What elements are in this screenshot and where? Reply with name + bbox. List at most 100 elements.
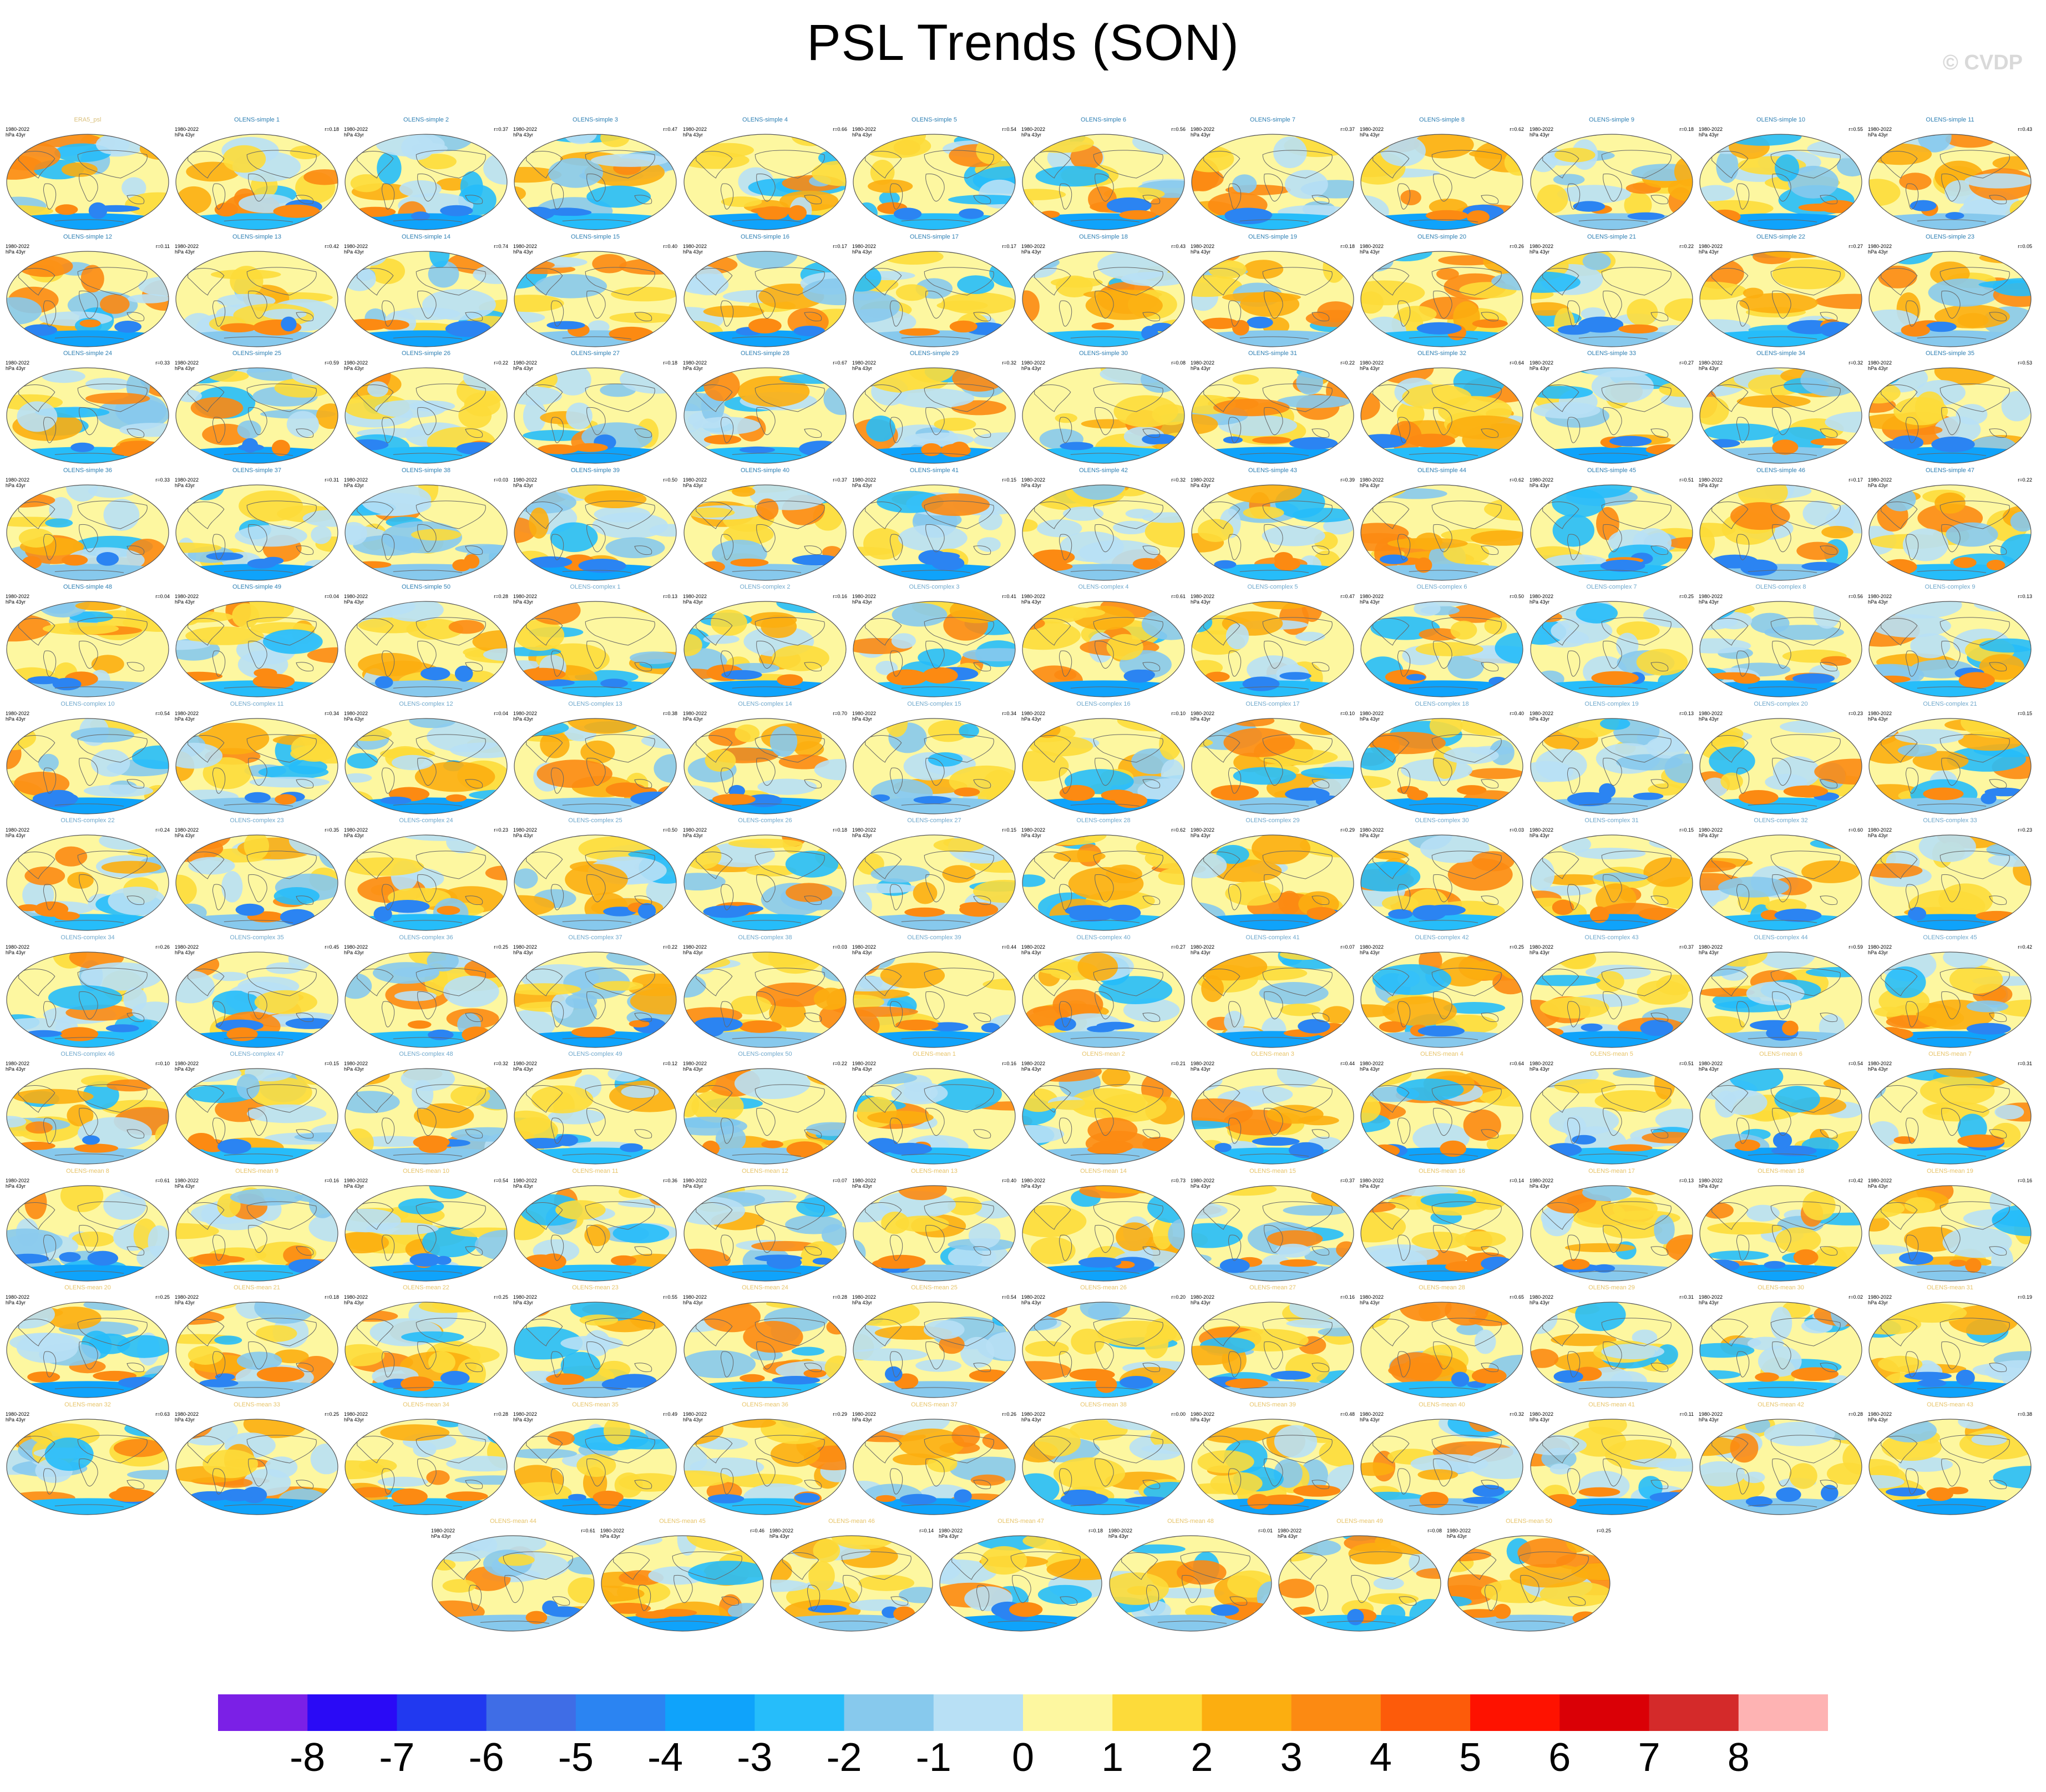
panel-units: hPa 43yr — [513, 482, 534, 488]
panel-title: OLENS-complex 11 — [230, 700, 284, 707]
trend-map — [1530, 1302, 1693, 1398]
panel-correlation: r=0.32 — [1849, 360, 1863, 366]
panel-units: hPa 43yr — [852, 132, 873, 138]
colorbar-swatch — [575, 1694, 666, 1731]
map-panel: OLENS-complex 13 1980-2022 hPa 43yr r=0.38 — [513, 701, 677, 815]
panel-period: 1980-2022 hPa 43yr — [1191, 944, 1214, 955]
trend-map — [1699, 484, 1862, 581]
panel-correlation: r=0.67 — [833, 360, 847, 366]
map-panel: OLENS-simple 35 1980-2022 hPa 43yr r=0.53 — [1868, 350, 2032, 464]
panel-period: 1980-2022 hPa 43yr — [852, 1061, 876, 1072]
panel-period-years: 1980-2022 — [683, 594, 707, 599]
panel-title: OLENS-mean 40 — [1419, 1401, 1465, 1408]
panel-period: 1980-2022 hPa 43yr — [344, 360, 368, 371]
panel-title: OLENS-complex 1 — [570, 584, 621, 590]
trend-map — [432, 1535, 595, 1632]
colorbar-swatch — [1380, 1694, 1471, 1731]
panel-period: 1980-2022 hPa 43yr — [344, 711, 368, 722]
panel-units: hPa 43yr — [939, 1533, 959, 1539]
panel-period-years: 1980-2022 — [431, 1528, 455, 1533]
panel-correlation: r=0.25 — [1510, 944, 1524, 950]
trend-map — [345, 951, 508, 1048]
trend-map — [514, 134, 677, 230]
panel-period: 1980-2022 hPa 43yr — [6, 1294, 29, 1305]
panel-title: OLENS-complex 43 — [1584, 934, 1639, 941]
trend-map — [175, 717, 338, 814]
panel-units: hPa 43yr — [344, 1183, 364, 1189]
map-panel: OLENS-complex 30 1980-2022 hPa 43yr r=0.03 — [1360, 817, 1524, 932]
colorbar-swatch — [665, 1694, 755, 1731]
map-panel: OLENS-simple 44 1980-2022 hPa 43yr r=0.62 — [1360, 467, 1524, 581]
trend-map — [1360, 601, 1523, 697]
trend-map — [175, 1418, 338, 1515]
panel-correlation: r=0.56 — [1171, 126, 1186, 132]
trend-map — [683, 1302, 847, 1398]
panel-period: 1980-2022 hPa 43yr — [852, 711, 876, 722]
trend-map — [1868, 134, 2032, 230]
panel-units: hPa 43yr — [175, 482, 195, 488]
map-panel: OLENS-simple 33 1980-2022 hPa 43yr r=0.27 — [1530, 350, 1694, 464]
panel-period: 1980-2022 hPa 43yr — [1868, 360, 1892, 371]
panel-correlation: r=0.20 — [1171, 1294, 1186, 1300]
panel-title: OLENS-complex 34 — [60, 934, 115, 941]
panel-title: OLENS-simple 24 — [63, 350, 113, 357]
panel-period-years: 1980-2022 — [1447, 1528, 1471, 1533]
panel-units: hPa 43yr — [1530, 249, 1550, 255]
trend-map — [683, 484, 847, 581]
trend-map — [1360, 1184, 1523, 1282]
panel-units: hPa 43yr — [513, 599, 534, 605]
trend-map — [853, 601, 1016, 697]
trend-map — [1530, 601, 1693, 697]
panel-correlation: r=0.07 — [833, 1177, 847, 1183]
panel-title: OLENS-simple 1 — [234, 117, 280, 123]
panel-period-years: 1980-2022 — [513, 360, 538, 366]
trend-map — [601, 1535, 764, 1632]
panel-period: 1980-2022 hPa 43yr — [683, 477, 707, 488]
panel-period-years: 1980-2022 — [175, 944, 199, 950]
map-panel: OLENS-simple 28 1980-2022 hPa 43yr r=0.67 — [683, 350, 847, 464]
panel-units: hPa 43yr — [1021, 716, 1042, 722]
panel-period: 1980-2022 hPa 43yr — [1021, 594, 1045, 605]
panel-units: hPa 43yr — [1699, 249, 1719, 255]
panel-period: 1980-2022 hPa 43yr — [513, 477, 537, 488]
panel-period-years: 1980-2022 — [513, 1177, 538, 1183]
panel-title: OLENS-mean 17 — [1588, 1167, 1635, 1175]
panel-period: 1980-2022 hPa 43yr — [1699, 126, 1723, 138]
panel-period: 1980-2022 hPa 43yr — [1868, 711, 1892, 722]
panel-period-years: 1980-2022 — [683, 1061, 707, 1066]
panel-correlation: r=0.10 — [1171, 710, 1186, 716]
panel-period: 1980-2022 hPa 43yr — [1278, 1528, 1301, 1539]
panel-correlation: r=0.18 — [325, 1294, 339, 1300]
map-panel: OLENS-mean 17 1980-2022 hPa 43yr r=0.13 — [1530, 1168, 1694, 1282]
map-panel: OLENS-complex 20 1980-2022 hPa 43yr r=0.23 — [1699, 701, 1863, 815]
panel-units: hPa 43yr — [1530, 132, 1550, 138]
panel-units: hPa 43yr — [344, 132, 364, 138]
panel-period: 1980-2022 hPa 43yr — [6, 827, 29, 838]
trend-map — [345, 601, 508, 697]
panel-period-years: 1980-2022 — [1191, 710, 1215, 716]
panel-correlation: r=0.21 — [1171, 1061, 1186, 1066]
panel-title: OLENS-simple 31 — [1248, 350, 1298, 357]
panel-title: OLENS-mean 26 — [1080, 1284, 1127, 1291]
trend-map — [345, 1418, 508, 1515]
panel-correlation: r=0.08 — [1171, 360, 1186, 366]
trend-map — [1530, 834, 1693, 931]
panel-correlation: r=0.42 — [325, 243, 339, 249]
colorbar-tick-label: -5 — [558, 1735, 594, 1780]
trend-map — [175, 484, 338, 581]
trend-map — [6, 1418, 169, 1515]
cvdp-watermark: © CVDP — [1942, 51, 2023, 74]
panel-correlation: r=0.31 — [325, 477, 339, 483]
panel-period: 1980-2022 hPa 43yr — [1360, 1294, 1384, 1305]
panel-correlation: r=0.15 — [325, 1061, 339, 1066]
panel-correlation: r=0.28 — [494, 594, 508, 599]
panel-units: hPa 43yr — [1021, 249, 1042, 255]
map-panel: OLENS-mean 41 1980-2022 hPa 43yr r=0.11 — [1530, 1401, 1694, 1516]
panel-units: hPa 43yr — [852, 1066, 873, 1072]
panel-correlation: r=0.32 — [1171, 477, 1186, 483]
panel-units: hPa 43yr — [1868, 716, 1888, 722]
trend-map — [1530, 484, 1693, 581]
panel-correlation: r=0.18 — [1088, 1528, 1103, 1533]
panel-period-years: 1980-2022 — [852, 360, 877, 366]
